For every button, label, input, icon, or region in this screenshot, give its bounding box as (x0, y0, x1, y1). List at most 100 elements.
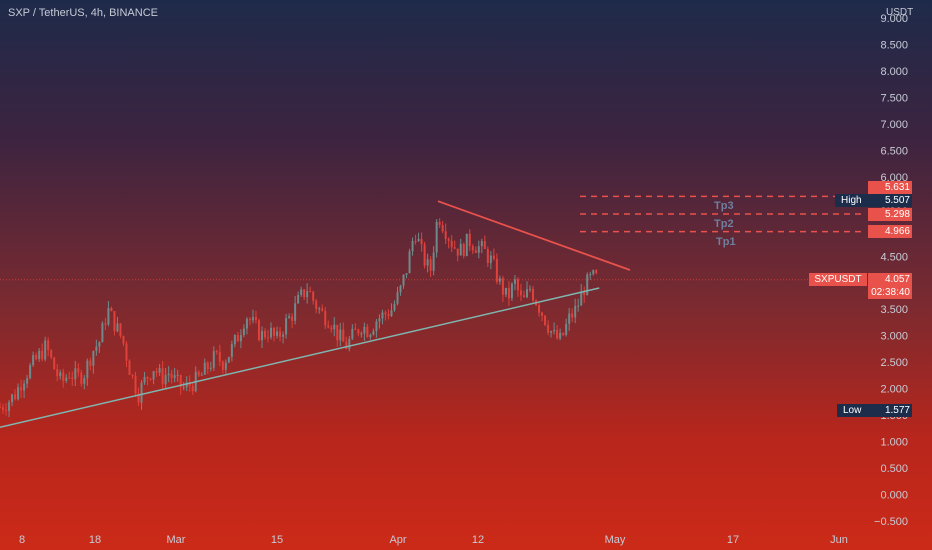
candle-body (128, 360, 131, 375)
candle-body (245, 318, 248, 329)
candle-body (77, 368, 80, 373)
x-tick-label: 17 (727, 534, 739, 546)
candle-body (303, 289, 306, 298)
candle-body (152, 371, 155, 380)
candle-body (327, 325, 330, 328)
candle-body (273, 327, 276, 336)
candle-body (131, 374, 134, 376)
candle-body (297, 294, 300, 304)
candle-body (390, 310, 393, 317)
candle-body (333, 324, 336, 330)
candle-body (230, 344, 233, 357)
candle-body (468, 233, 471, 247)
current-price: 4.057 (868, 273, 912, 286)
candle-body (134, 375, 137, 394)
candle-body (14, 394, 17, 400)
tp2-price-tag: 5.298 (868, 208, 912, 221)
high-label: High (841, 195, 862, 206)
candle-body (92, 351, 95, 366)
candle-body (176, 374, 179, 376)
candle-body (282, 334, 285, 337)
chart-title: SXP / TetherUS, 4h, BINANCE (8, 7, 158, 19)
candle-body (438, 221, 441, 226)
candle-body (167, 373, 170, 376)
countdown: 02:38:40 (868, 286, 912, 299)
x-tick-label: 15 (271, 534, 283, 546)
candle-body (432, 252, 435, 271)
candle-body (348, 338, 351, 350)
candle-body (56, 369, 59, 377)
candle-body (53, 357, 56, 370)
candle-body (185, 382, 188, 388)
candle-body (279, 331, 282, 337)
candle-body (501, 278, 504, 295)
candle-body (474, 250, 477, 253)
candle-body (480, 241, 483, 247)
candle-body (236, 335, 239, 342)
candle-body (309, 291, 312, 293)
candle-body (65, 377, 68, 381)
candle-body (119, 323, 122, 336)
candle-body (408, 251, 411, 274)
candle-body (276, 331, 279, 336)
candle-body (589, 274, 592, 276)
candle-body (444, 231, 447, 240)
candle-body (465, 233, 468, 257)
candle-body (405, 273, 408, 275)
candle-body (462, 243, 465, 257)
candle-body (339, 329, 342, 341)
candle-body (17, 387, 20, 400)
x-tick-label: 12 (472, 534, 484, 546)
candle-body (592, 270, 595, 275)
candle-body (251, 317, 254, 321)
candle-body (559, 332, 562, 339)
candle-body (11, 394, 14, 403)
candle-body (315, 300, 318, 310)
candle-body (257, 320, 260, 341)
candle-body (137, 393, 140, 403)
candle-body (140, 382, 143, 403)
high-tag: High 5.507 (835, 194, 912, 207)
candle-body (164, 375, 167, 385)
candle-body (399, 285, 402, 293)
candle-body (483, 241, 486, 250)
low-tag: Low 1.577 (837, 404, 912, 417)
y-tick-label: 2.000 (880, 384, 908, 396)
currency-label: USDT (886, 7, 914, 18)
candle-body (580, 291, 583, 306)
candle-body (384, 312, 387, 315)
candle-body (170, 373, 173, 378)
candle-body (459, 243, 462, 256)
x-tick-label: May (605, 534, 626, 546)
candle-body (595, 270, 598, 274)
candle-body (89, 360, 92, 366)
candle-body (381, 312, 384, 319)
y-tick-label: 4.500 (880, 251, 908, 263)
candle-body (345, 341, 348, 350)
candle-body (254, 317, 257, 321)
candle-body (113, 311, 116, 332)
candle-body (486, 249, 489, 264)
candle-body (98, 342, 101, 347)
candle-body (396, 292, 399, 304)
symbol-tag: SXPUSDT (809, 273, 867, 286)
candle-body (562, 332, 565, 336)
candle-body (519, 290, 522, 296)
candle-body (568, 313, 571, 324)
candle-body (203, 362, 206, 375)
candle-body (489, 255, 492, 264)
y-tick-label: −0.500 (874, 516, 908, 528)
candle-body (200, 374, 203, 376)
candle-body (143, 376, 146, 383)
candle-body (565, 323, 568, 336)
candle-body (498, 278, 501, 282)
candle-body (173, 375, 176, 378)
x-tick-label: 18 (89, 534, 101, 546)
candle-body (516, 279, 519, 291)
candle-body (532, 288, 535, 301)
candle-body (318, 308, 321, 310)
candle-body (59, 372, 62, 377)
candle-body (146, 376, 149, 379)
